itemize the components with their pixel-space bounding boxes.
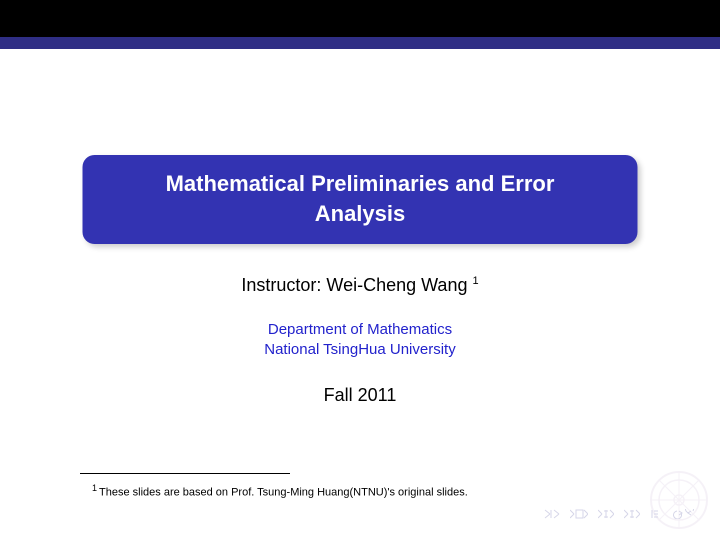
nav-prev-icon[interactable] [598, 509, 614, 519]
nav-prev-section-icon[interactable] [570, 509, 588, 519]
affiliation-block: Department of Mathematics National Tsing… [0, 320, 720, 361]
title-line-1: Mathematical Preliminaries and Error [103, 169, 618, 199]
nav-back-forward-icon[interactable] [672, 509, 698, 519]
instructor-line: Instructor: Wei-Cheng Wang 1 [0, 275, 720, 296]
title-line-2: Analysis [103, 199, 618, 229]
affiliation-dept: Department of Mathematics [0, 320, 720, 340]
instructor-footnote-mark: 1 [472, 275, 478, 287]
footnote-rule [80, 473, 290, 474]
nav-next-icon[interactable] [624, 509, 640, 519]
term-text: Fall 2011 [0, 385, 720, 406]
watermark-seal-icon [648, 469, 710, 531]
footnote-mark: 1 [92, 483, 97, 493]
instructor-text: Instructor: Wei-Cheng Wang [241, 275, 467, 295]
footnote-body: These slides are based on Prof. Tsung-Mi… [99, 487, 468, 499]
title-box: Mathematical Preliminaries and Error Ana… [83, 155, 638, 244]
nav-last-icon[interactable] [650, 509, 662, 519]
beamer-nav-bar [544, 509, 698, 519]
affiliation-univ: National TsingHua University [0, 340, 720, 360]
header-navy-bar [0, 37, 720, 49]
footnote-text: 1These slides are based on Prof. Tsung-M… [92, 483, 468, 499]
header-black-bar [0, 0, 720, 37]
nav-first-icon[interactable] [544, 509, 560, 519]
